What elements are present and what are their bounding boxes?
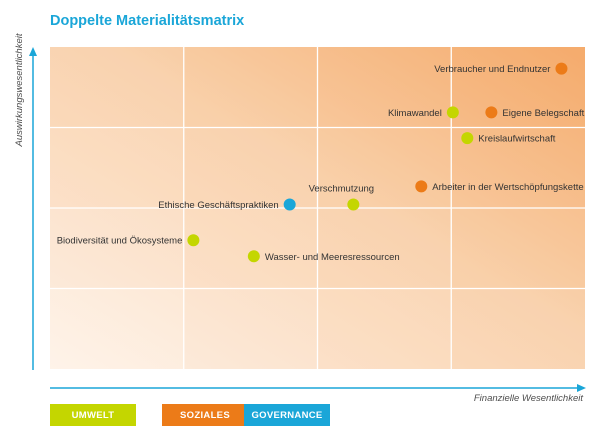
- data-point: [446, 106, 459, 119]
- grid: [50, 47, 585, 369]
- data-label: Verbraucher und Endnutzer: [434, 64, 550, 75]
- grid-cell: [50, 47, 184, 128]
- grid-cell: [50, 208, 184, 289]
- data-label: Biodiversität und Ökosysteme: [57, 236, 183, 247]
- grid-cell: [50, 289, 184, 370]
- grid-cell: [183, 47, 318, 128]
- axes: Auswirkungswesentlichkeit Finanzielle We…: [14, 33, 586, 404]
- x-axis-arrow: [577, 384, 586, 392]
- data-points: Verbraucher und Endnutzer Klimawandel Eige…: [57, 62, 585, 263]
- grid-cell: [317, 127, 452, 208]
- data-point: [555, 62, 568, 75]
- page-title: Doppelte Materialitätsmatrix: [50, 13, 245, 29]
- grid-cell: [50, 127, 184, 208]
- data-label: Wasser- und Meeresressourcen: [265, 252, 400, 263]
- data-point: [485, 106, 498, 119]
- data-label: Arbeiter in der Wertschöpfungskette: [432, 182, 583, 193]
- grid-cell: [183, 127, 318, 208]
- data-label: Klimawandel: [388, 108, 442, 119]
- data-label: Ethische Geschäftspraktiken: [158, 200, 278, 211]
- grid-cell: [183, 208, 318, 289]
- grid-cell: [317, 208, 452, 289]
- grid-cell: [451, 127, 585, 208]
- x-axis-label: Finanzielle Wesentlichkeit: [474, 393, 583, 404]
- data-label: Kreislaufwirtschaft: [478, 134, 555, 145]
- grid-cell: [184, 289, 318, 370]
- grid-cell: [451, 47, 585, 128]
- data-point: [283, 198, 296, 211]
- y-axis-arrow: [29, 47, 37, 56]
- data-point: [347, 198, 360, 211]
- grid-cell: [317, 288, 452, 369]
- grid-cell: [451, 288, 585, 369]
- data-label: Verschmutzung: [309, 183, 374, 194]
- data-point: [187, 234, 200, 247]
- legend-item-soziales: SOZIALES: [162, 404, 248, 426]
- legend-item-governance: GOVERNANCE: [244, 404, 330, 426]
- grid-cell: [317, 47, 452, 128]
- legend-item-umwelt: UMWELT: [50, 404, 136, 426]
- data-point: [247, 250, 260, 263]
- data-point: [461, 132, 474, 145]
- data-label: Eigene Belegschaft: [502, 108, 584, 119]
- y-axis-label: Auswirkungswesentlichkeit: [14, 33, 25, 147]
- data-point: [415, 180, 428, 193]
- grid-cell: [451, 208, 585, 289]
